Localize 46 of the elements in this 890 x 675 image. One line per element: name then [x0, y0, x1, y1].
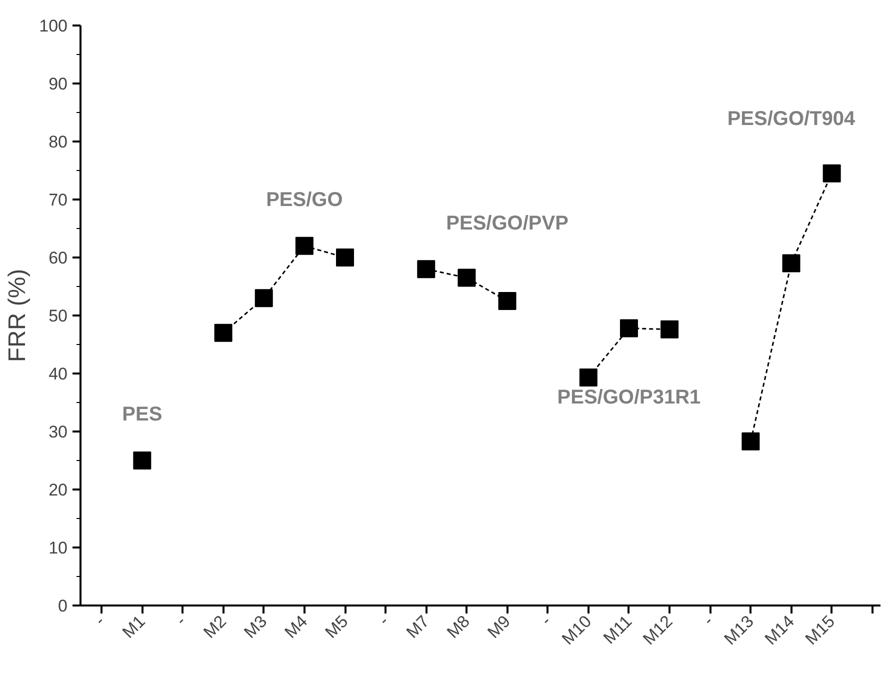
y-tick-label: 90	[48, 74, 68, 94]
legend-label: PES	[122, 404, 162, 426]
x-tick-label: -	[374, 612, 392, 630]
point	[822, 164, 841, 182]
y-tick-label: 50	[48, 306, 68, 326]
point	[458, 268, 476, 287]
x-tick-label: M8	[443, 612, 474, 642]
series-label: PES/GO/P31R1	[557, 386, 701, 408]
y-tick-label: 100	[39, 16, 68, 36]
y-axis-title: FRR (%)	[4, 268, 32, 362]
x-tick-label: -	[537, 612, 555, 630]
y-tick-label: 30	[48, 422, 68, 442]
y-tick-label: 80	[48, 132, 68, 152]
y-tick-label: 60	[48, 248, 68, 268]
point	[579, 368, 598, 387]
x-tick-label: M1	[118, 612, 149, 642]
y-tick-label: 40	[48, 364, 68, 384]
point	[336, 248, 354, 266]
series-label: PES/GO/PVP	[446, 212, 568, 234]
x-tick-label: M3	[240, 612, 271, 642]
x-tick-label: M2	[200, 612, 230, 642]
y-tick-label: 10	[48, 538, 68, 558]
point	[782, 254, 800, 272]
x-tick-label: M4	[281, 612, 312, 642]
y-tick-label: 0	[58, 596, 68, 616]
point	[214, 324, 232, 342]
point	[498, 292, 516, 310]
x-tick-label: M12	[639, 612, 676, 649]
point	[660, 320, 679, 338]
x-tick-label: M11	[600, 612, 636, 648]
point	[133, 452, 152, 470]
y-tick-label: 70	[48, 190, 68, 210]
x-tick-label: -	[90, 612, 108, 630]
x-tick-label: M7	[402, 612, 433, 642]
series-label: PES/GO/T904	[727, 108, 856, 130]
x-tick-label: -	[699, 612, 717, 630]
series-label: PES/GO	[266, 189, 343, 212]
y-tick-label: 20	[48, 480, 68, 500]
point	[295, 236, 314, 255]
point	[254, 289, 273, 308]
point	[742, 432, 760, 450]
x-tick-label: M9	[484, 612, 514, 642]
x-tick-label: M5	[322, 612, 352, 642]
x-tick-label: -	[172, 612, 190, 630]
point	[620, 319, 638, 338]
point	[417, 260, 436, 278]
